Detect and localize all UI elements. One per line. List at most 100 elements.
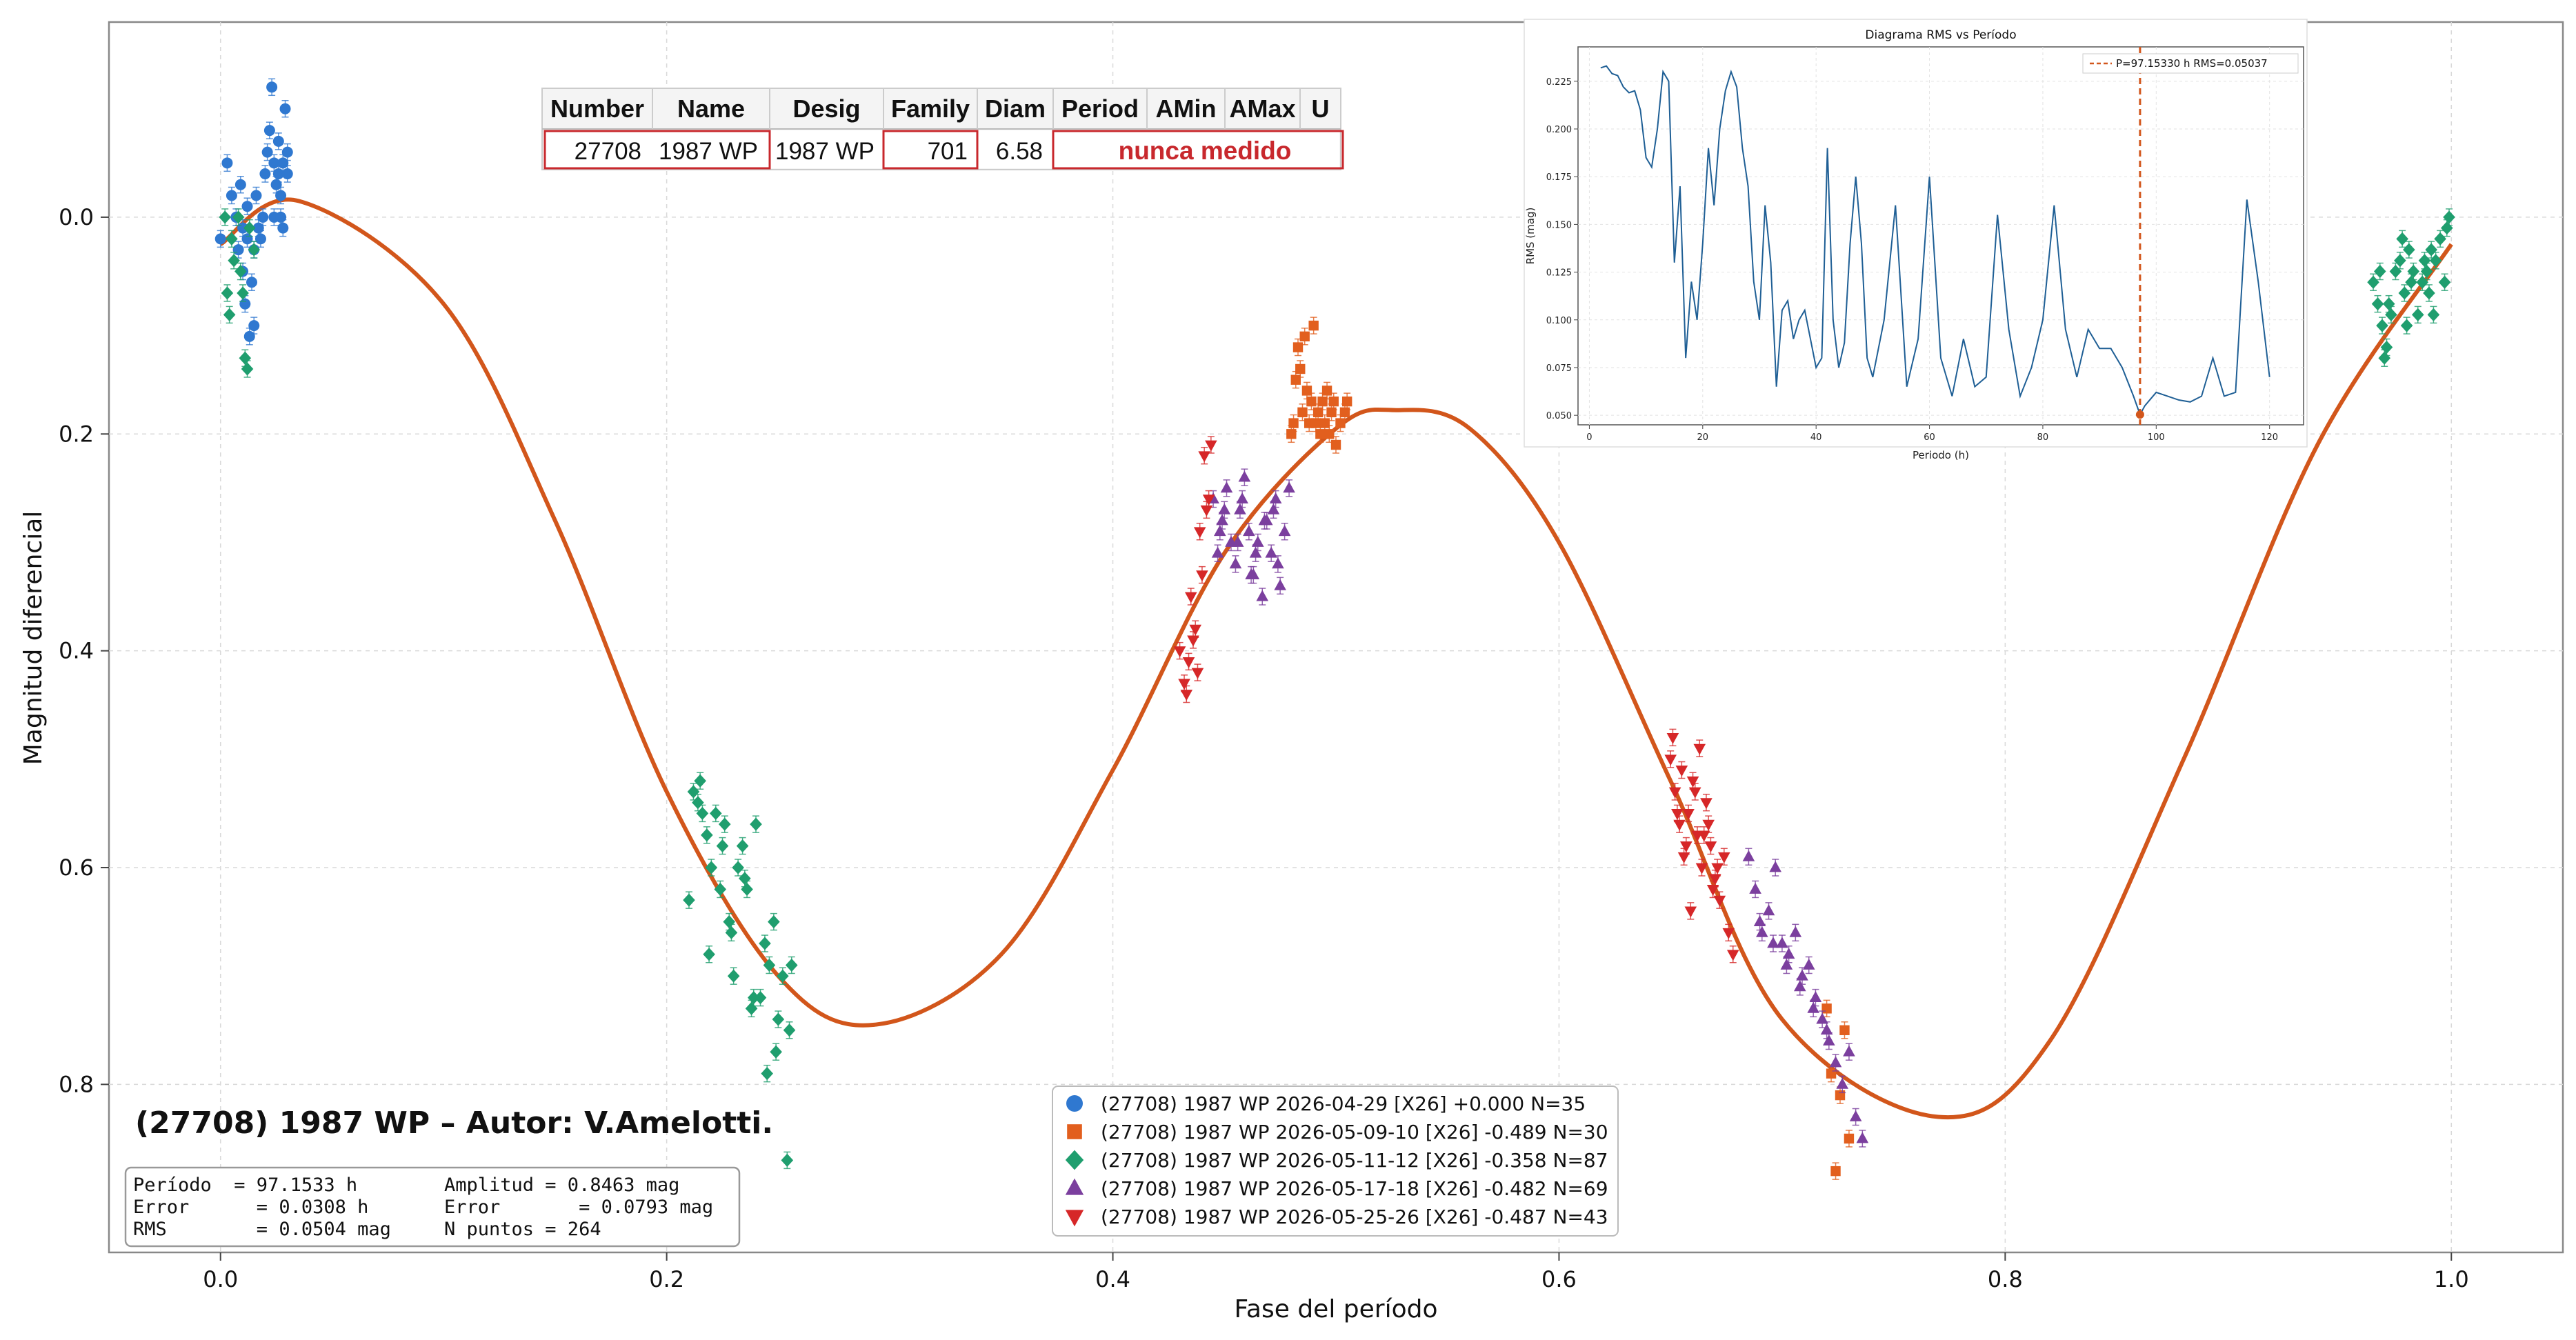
stats-box-frame <box>124 1166 741 1248</box>
y-tick-label: 0.2 <box>59 421 94 447</box>
data-point <box>727 969 740 983</box>
data-point <box>228 254 240 268</box>
data-point <box>747 991 760 1005</box>
data-point <box>1216 514 1228 526</box>
data-point <box>1205 440 1217 452</box>
data-point <box>1292 342 1304 352</box>
inset-y-label: RMS (mag) <box>1524 208 1537 265</box>
data-point <box>1820 1023 1833 1035</box>
data-point <box>1229 557 1242 569</box>
data-point <box>1693 743 1706 755</box>
inset-y-tick-label: 0.175 <box>1546 172 1572 183</box>
data-point <box>1830 1166 1841 1177</box>
data-point <box>1339 407 1350 418</box>
data-point <box>1220 481 1233 493</box>
series-4-points <box>1207 468 1869 1148</box>
data-point <box>1214 525 1226 537</box>
table-header-family: Family <box>891 94 970 123</box>
data-point <box>1321 386 1332 396</box>
data-point <box>1288 418 1299 428</box>
data-point <box>1191 668 1204 679</box>
data-point <box>723 914 736 929</box>
data-point <box>281 168 293 180</box>
data-point <box>1835 1090 1846 1101</box>
data-point <box>783 1023 796 1037</box>
data-point <box>2378 351 2391 365</box>
data-point <box>696 806 709 821</box>
data-point <box>716 839 729 853</box>
data-point <box>754 991 767 1005</box>
data-point <box>275 190 287 201</box>
data-point <box>2443 210 2455 224</box>
legend-label-4: (27708) 1987 WP 2026-05-17-18 [X26] -0.4… <box>1101 1177 1608 1200</box>
data-point <box>1668 787 1681 799</box>
legend-marker-4 <box>1065 1178 1084 1195</box>
data-point <box>1816 1012 1828 1024</box>
inset-y-tick-label: 0.075 <box>1546 363 1572 374</box>
data-point <box>263 125 275 137</box>
data-point <box>1755 926 1768 937</box>
table-header-number: Number <box>550 94 644 123</box>
data-point <box>2423 286 2435 300</box>
data-point <box>1789 926 1802 937</box>
data-point <box>1675 766 1688 777</box>
data-point <box>1211 546 1224 558</box>
data-point <box>1686 776 1699 788</box>
data-point <box>1256 590 1269 601</box>
data-point <box>1666 732 1679 744</box>
legend-label-1: (27708) 1987 WP 2026-04-29 [X26] +0.000 … <box>1101 1092 1586 1115</box>
x-tick-label: 0.6 <box>1541 1266 1577 1292</box>
highlight-period <box>1052 130 1344 170</box>
data-point <box>1178 679 1190 690</box>
inset-y-tick-label: 0.100 <box>1546 316 1572 326</box>
inset-x-tick-label: 120 <box>2261 432 2278 443</box>
data-point <box>1272 557 1284 569</box>
data-point <box>2427 308 2440 321</box>
data-point <box>1200 505 1213 517</box>
table-header-amax: AMax <box>1229 94 1295 123</box>
data-point <box>1286 429 1297 439</box>
table-value-1: 27708 <box>575 138 641 165</box>
data-point <box>1749 882 1761 894</box>
y-axis-ticks: 0.0 0.2 0.4 0.6 0.8 <box>59 204 109 1097</box>
data-point <box>1742 850 1755 861</box>
data-point <box>1283 481 1295 493</box>
data-point <box>1782 948 1795 959</box>
data-point <box>2385 308 2397 321</box>
data-point <box>1826 1068 1837 1079</box>
data-point <box>1297 407 1308 418</box>
inset-legend-label: P=97.15330 h RMS=0.05037 <box>2116 57 2268 70</box>
legend-marker-3 <box>1065 1150 1084 1170</box>
series-1-points <box>214 78 293 346</box>
data-point <box>2373 264 2386 279</box>
data-point <box>763 958 776 972</box>
x-tick-label: 0.8 <box>1988 1266 2023 1292</box>
data-point <box>1718 852 1730 863</box>
data-point <box>214 233 226 245</box>
highlight-number-name <box>543 130 771 170</box>
data-point <box>709 806 722 821</box>
data-point <box>694 774 706 788</box>
data-point <box>1315 429 1326 439</box>
data-point <box>241 201 253 212</box>
data-point <box>1312 407 1324 418</box>
data-point <box>266 81 278 93</box>
inset-y-tick-label: 0.200 <box>1546 125 1572 135</box>
data-point <box>1182 657 1195 668</box>
stats-amplitude-error: Error = 0.0793 mag <box>444 1197 713 1218</box>
data-point <box>270 179 282 190</box>
data-point <box>1317 396 1328 407</box>
data-point <box>277 222 289 234</box>
stats-amplitude: Amplitud = 0.8463 mag <box>444 1174 679 1196</box>
legend: (27708) 1987 WP 2026-04-29 [X26] +0.000 … <box>1052 1086 1619 1237</box>
data-point <box>1189 624 1202 636</box>
data-point <box>1231 535 1244 547</box>
data-point <box>785 958 798 972</box>
data-point <box>1173 646 1186 658</box>
stats-period-error: Error = 0.0308 h <box>133 1197 368 1218</box>
data-point <box>1664 754 1677 766</box>
data-point <box>1299 331 1310 342</box>
data-point <box>1776 937 1788 948</box>
data-point <box>1769 861 1782 872</box>
data-point <box>1267 503 1280 514</box>
